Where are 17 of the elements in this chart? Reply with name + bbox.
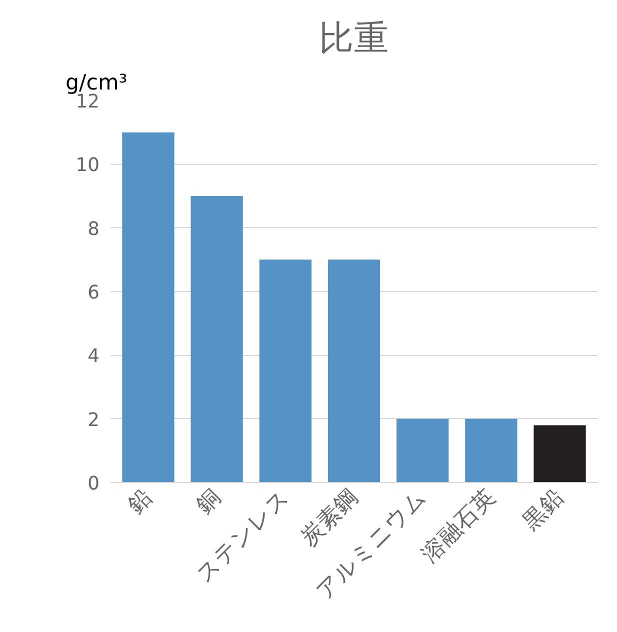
bar xyxy=(259,260,312,482)
x-tick-label: 黒鉛 xyxy=(518,484,569,536)
bar xyxy=(465,418,518,482)
bar xyxy=(534,425,586,482)
bar xyxy=(328,260,380,482)
y-tick-label: 2 xyxy=(88,410,100,431)
chart-title: 比重 xyxy=(319,18,389,58)
y-tick-label: 10 xyxy=(76,155,100,176)
y-tick-label: 0 xyxy=(88,474,100,494)
y-tick-label: 6 xyxy=(88,282,100,304)
bar xyxy=(396,418,449,482)
y-tick-label: 8 xyxy=(88,218,100,240)
bar xyxy=(122,132,174,482)
y-tick-label: 4 xyxy=(88,346,100,368)
bar xyxy=(190,196,243,482)
x-tick-label: 鉛 xyxy=(122,484,158,519)
x-tick-label: 銅 xyxy=(191,484,226,519)
